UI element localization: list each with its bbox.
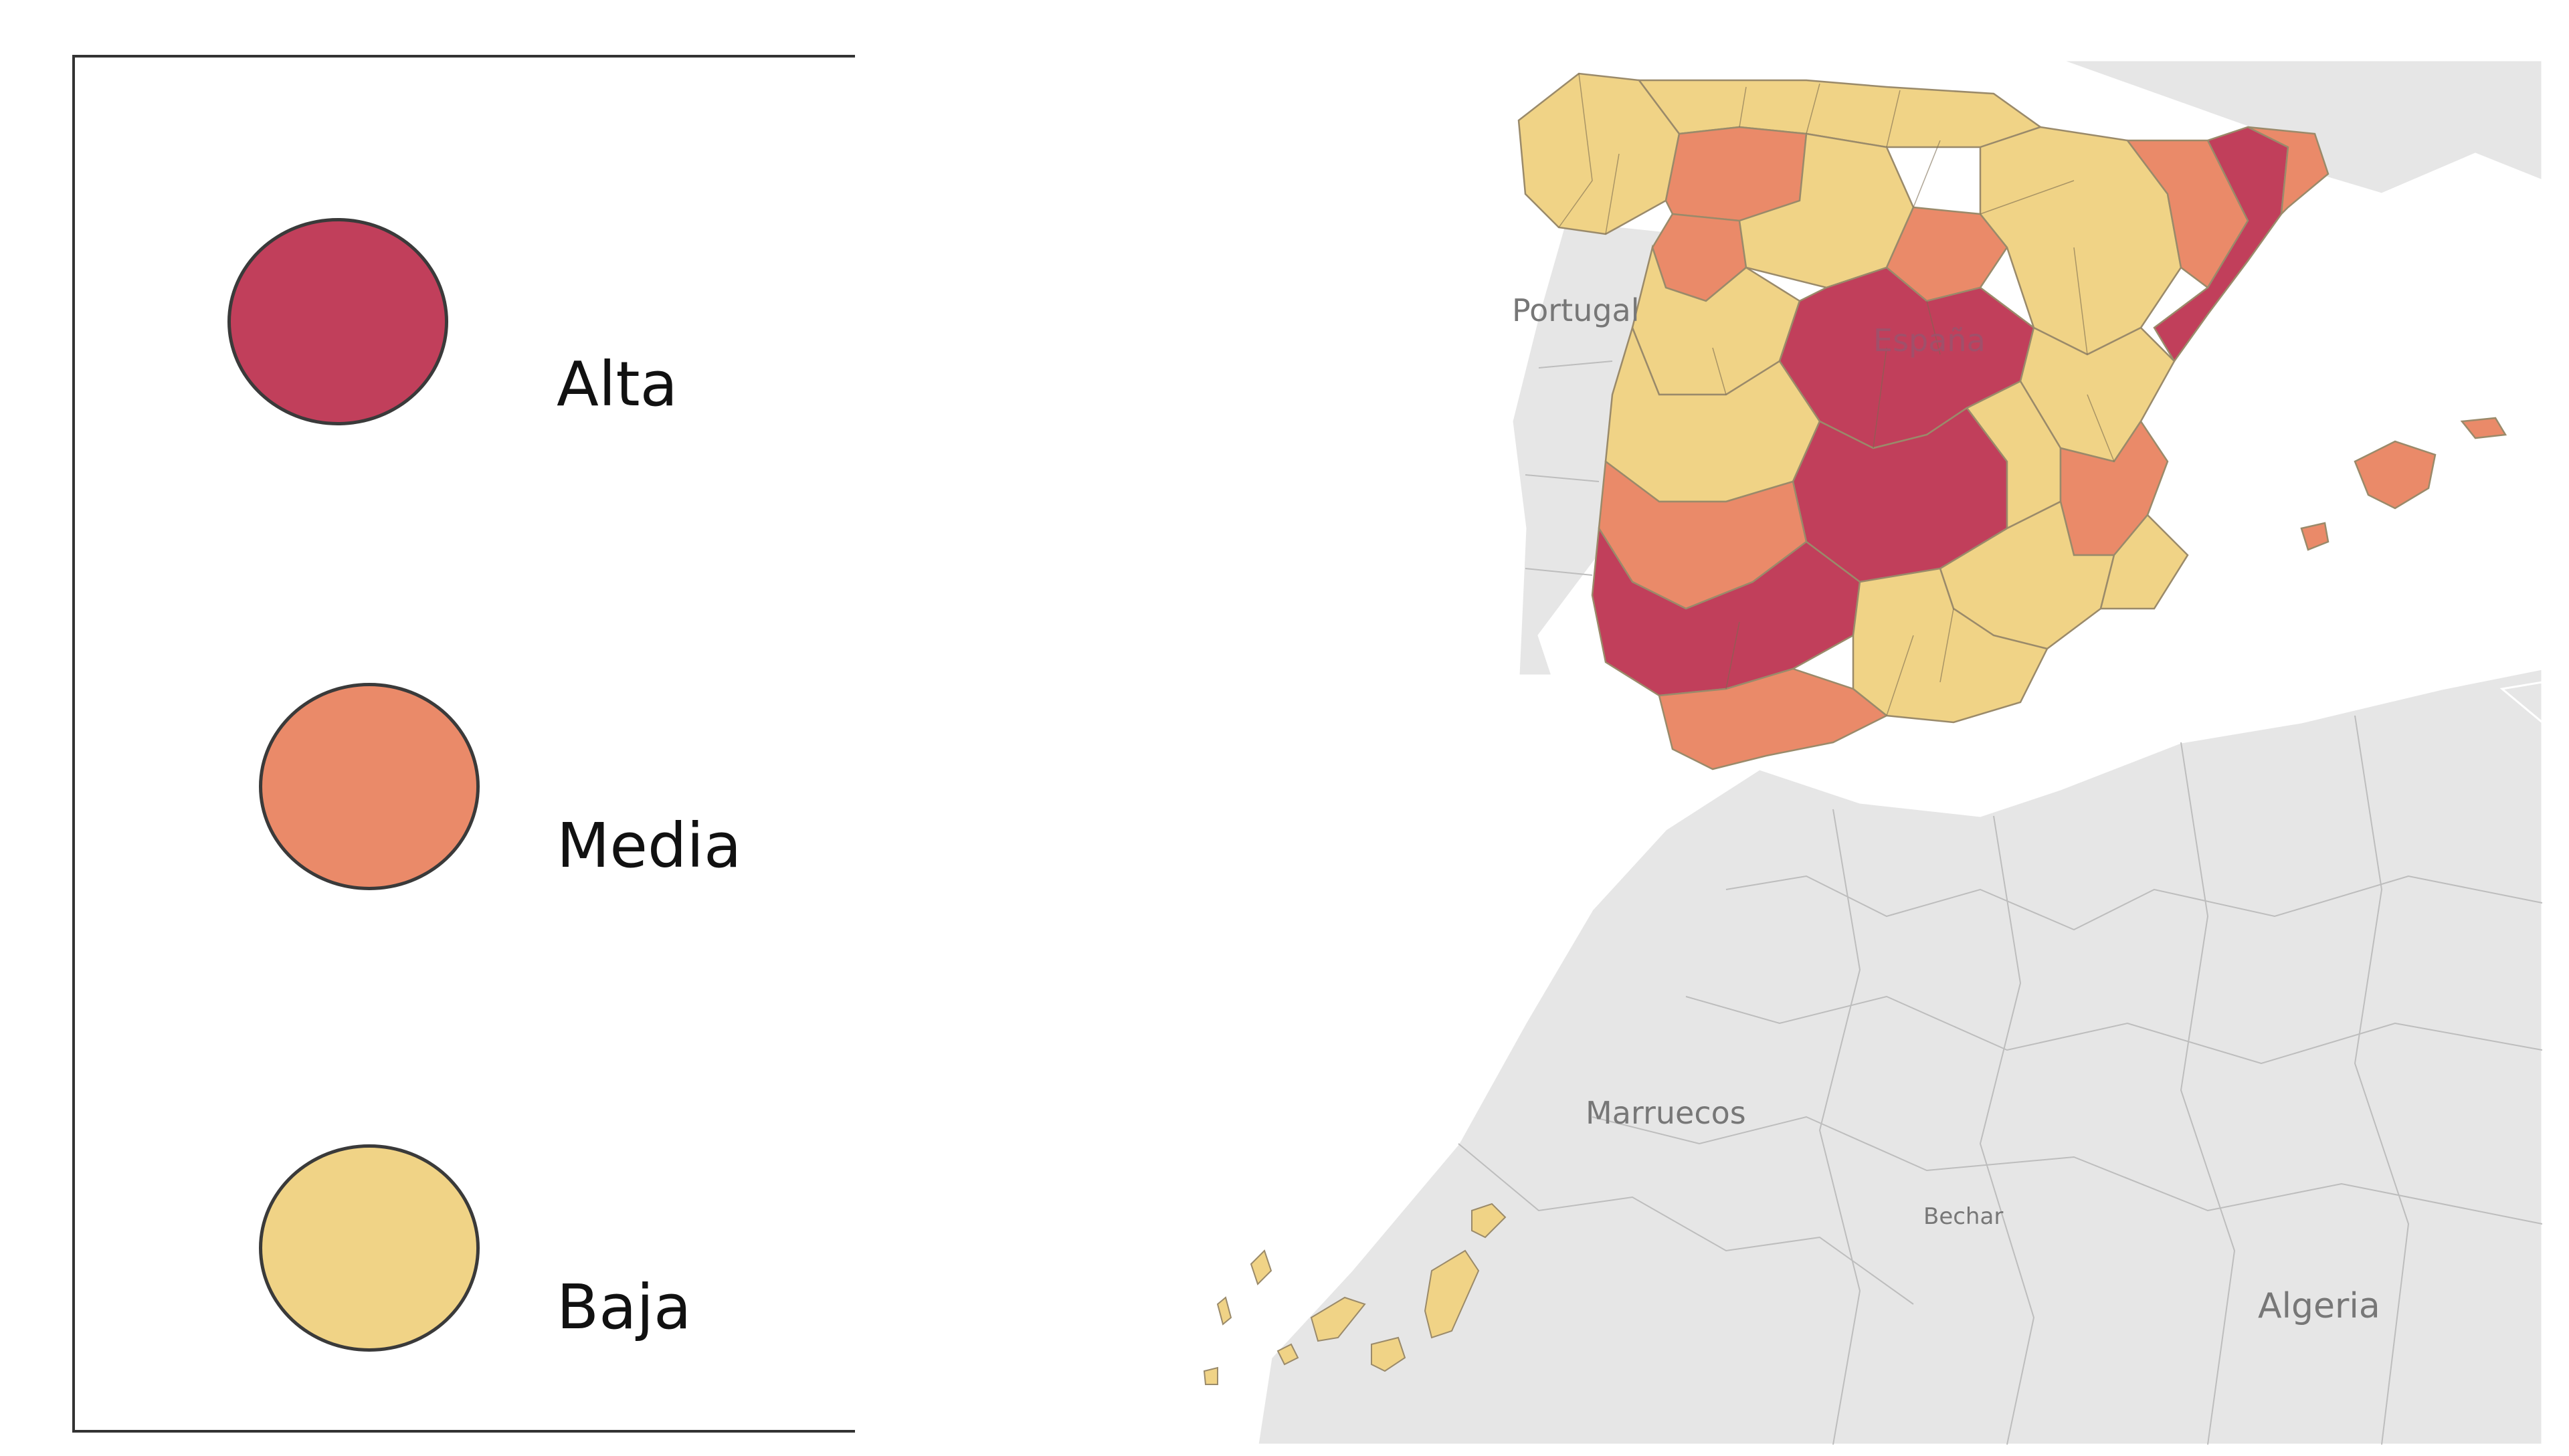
- region-andalucia-este[interactable]: [1852, 567, 2049, 724]
- island-tenerife[interactable]: [1310, 1296, 1366, 1342]
- legend-label-media: Media: [557, 810, 742, 881]
- map-label-espana: España: [1873, 322, 1986, 358]
- map-svg[interactable]: Portugal España Marruecos Bechar Algeria: [937, 47, 2542, 1445]
- spain-inner-borders: [1558, 73, 2115, 716]
- legend-swatch-media: [259, 683, 480, 890]
- legend-item-alta: Alta: [75, 218, 811, 439]
- choropleth-map[interactable]: Portugal España Marruecos Bechar Algeria: [937, 47, 2542, 1445]
- map-label-marruecos: Marruecos: [1586, 1095, 1746, 1131]
- island-fuerteventura[interactable]: [1424, 1249, 1480, 1339]
- map-label-bechar: Bechar: [1923, 1203, 2003, 1230]
- island-la-palma[interactable]: [1216, 1296, 1232, 1326]
- island-lanzarote-north[interactable]: [1471, 1203, 1507, 1239]
- map-label-portugal: Portugal: [1512, 292, 1640, 328]
- island-gran-canaria[interactable]: [1371, 1336, 1406, 1372]
- map-label-algeria: Algeria: [2258, 1286, 2380, 1326]
- legend-label-alta: Alta: [557, 348, 678, 420]
- legend-item-baja: Baja: [75, 1144, 811, 1365]
- region-girona[interactable]: [2247, 126, 2329, 217]
- grey-borders: [1458, 360, 2542, 1445]
- background-land: [1256, 59, 2542, 1445]
- island-gomera[interactable]: [1203, 1366, 1218, 1385]
- legend-swatch-alta: [227, 218, 448, 425]
- island-lanzarote[interactable]: [1250, 1249, 1272, 1285]
- legend-label-baja: Baja: [557, 1271, 692, 1343]
- legend-swatch-baja: [259, 1144, 480, 1352]
- canary-islands[interactable]: [1203, 1203, 1507, 1385]
- region-menorca[interactable]: [2460, 417, 2507, 439]
- island-el-hierro[interactable]: [1276, 1343, 1299, 1366]
- region-mallorca[interactable]: [2354, 440, 2437, 510]
- region-ibiza[interactable]: [2300, 522, 2329, 551]
- region-alicante[interactable]: [2099, 514, 2189, 610]
- legend-panel: Alta Media Baja: [72, 55, 855, 1433]
- region-cadiz-malaga[interactable]: [1658, 667, 1889, 770]
- legend-item-media: Media: [75, 683, 811, 904]
- spain-provinces[interactable]: [1517, 72, 2507, 770]
